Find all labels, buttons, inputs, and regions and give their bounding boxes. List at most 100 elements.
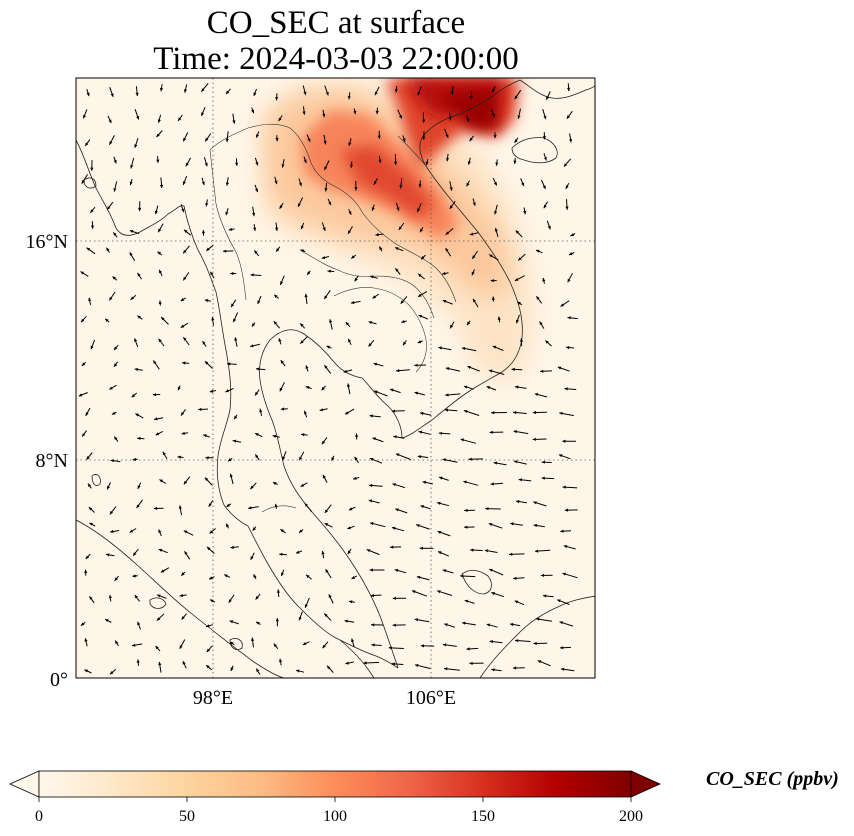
wind-vector-head	[518, 257, 522, 261]
wind-vector-head	[198, 407, 202, 411]
wind-vector-head	[225, 389, 229, 393]
wind-vector-head	[209, 530, 214, 534]
wind-vector-head	[255, 391, 259, 396]
wind-vector-head	[256, 621, 260, 625]
wind-vector-head	[256, 668, 260, 672]
wind-vector-head	[331, 457, 335, 461]
wind-vector-head	[132, 457, 137, 461]
wind-vector-head	[106, 553, 110, 557]
wind-vector-head	[492, 88, 495, 93]
wind-vector-head	[488, 369, 493, 373]
wind-vector-head	[420, 644, 424, 648]
wind-vector-head	[279, 552, 283, 556]
wind-vector-head	[395, 508, 399, 512]
wind-vector-head	[546, 96, 550, 100]
wind-vector-head	[562, 439, 566, 443]
wind-vector-head	[110, 93, 114, 97]
wind-vector-head	[489, 640, 493, 644]
wind-vector-head	[114, 577, 118, 581]
wind-vector-head	[183, 137, 187, 142]
wind-vector-head	[532, 437, 536, 441]
wind-vector-head	[323, 474, 326, 479]
wind-vector-head	[206, 648, 210, 653]
wind-vector-head	[558, 454, 563, 458]
wind-vector-head	[349, 164, 354, 168]
wind-vector-head	[281, 572, 284, 576]
wind-vector-head	[113, 159, 117, 164]
wind-vector-head	[369, 568, 373, 572]
wind-vector-head	[566, 115, 570, 119]
wind-vector-head	[305, 365, 309, 369]
wind-vector-head	[202, 341, 206, 345]
wind-vector-head	[513, 576, 517, 580]
wind-vector-head	[307, 138, 311, 142]
wind-vector-head	[422, 136, 426, 140]
wind-vector-head	[566, 346, 570, 350]
wind-vector-head	[324, 613, 328, 617]
wind-vector-head	[185, 162, 189, 167]
wind-vector-head	[110, 529, 114, 533]
wind-vector-head	[395, 453, 400, 457]
wind-vector-head	[375, 233, 379, 237]
wind-vector-head	[326, 345, 330, 349]
wind-vector-head	[279, 205, 283, 209]
wind-vector-head	[564, 387, 568, 391]
wind-vector-head	[226, 90, 230, 95]
wind-vector-head	[353, 110, 357, 115]
wind-vector-head	[181, 208, 185, 213]
wind-vector-head	[156, 133, 160, 137]
wind-vector-head	[348, 230, 352, 234]
wind-vector-head	[560, 667, 565, 671]
wind-vector-head	[157, 594, 161, 598]
wind-vector-head	[201, 181, 205, 186]
wind-vector-head	[209, 389, 214, 393]
wind-vector-head	[398, 226, 402, 230]
wind-vector-head	[155, 432, 160, 436]
title-line-1: CO_SEC at surface	[206, 5, 466, 41]
wind-vector-head	[250, 273, 254, 277]
wind-vector-head	[229, 620, 234, 624]
wind-vector-head	[113, 188, 117, 192]
wind-vector-head	[418, 315, 423, 318]
wind-vector-head	[418, 430, 423, 434]
wind-vector-head	[178, 505, 182, 509]
wind-vector-head	[391, 662, 395, 666]
wind-vector-head	[467, 161, 471, 165]
wind-vector-head	[282, 456, 286, 460]
wind-vector-head	[136, 504, 140, 509]
wind-vector-head	[464, 525, 468, 529]
wind-vector-head	[369, 458, 374, 461]
wind-vector-head	[88, 507, 93, 511]
wind-vector-head	[513, 460, 518, 464]
wind-vector-head	[84, 638, 88, 642]
wind-vector-head	[345, 322, 350, 326]
wind-vector-head	[203, 434, 207, 438]
wind-vector-head	[274, 294, 278, 298]
wind-vector-head	[450, 324, 454, 329]
wind-vector-head	[324, 166, 328, 170]
wind-vector-head	[559, 621, 563, 625]
wind-vector-head	[81, 180, 85, 184]
wind-vector-head	[473, 298, 476, 303]
wind-vector-head	[255, 596, 259, 600]
small-island-1	[149, 597, 167, 609]
wind-vector-head	[180, 297, 185, 301]
wind-vector-head	[472, 202, 476, 206]
wind-vector-head	[227, 362, 231, 366]
wind-vector-head	[328, 201, 332, 206]
wind-vector-head	[255, 188, 258, 193]
wind-vector-head	[559, 411, 563, 415]
wind-vector-head	[253, 92, 257, 96]
wind-vector-head	[351, 638, 355, 642]
wind-vector-head	[444, 623, 448, 627]
wind-vector-head	[392, 623, 396, 627]
lat-tick-label-8: 8°N	[36, 450, 68, 472]
wind-vector-head	[347, 550, 351, 555]
wind-vector-head	[494, 228, 498, 232]
wind-vector-head	[399, 115, 402, 119]
wind-vector-head	[394, 568, 399, 572]
wind-vector-head	[328, 594, 332, 598]
wind-vector-head	[179, 645, 183, 649]
wind-vector-head	[390, 545, 394, 549]
wind-vector-head	[232, 120, 236, 124]
